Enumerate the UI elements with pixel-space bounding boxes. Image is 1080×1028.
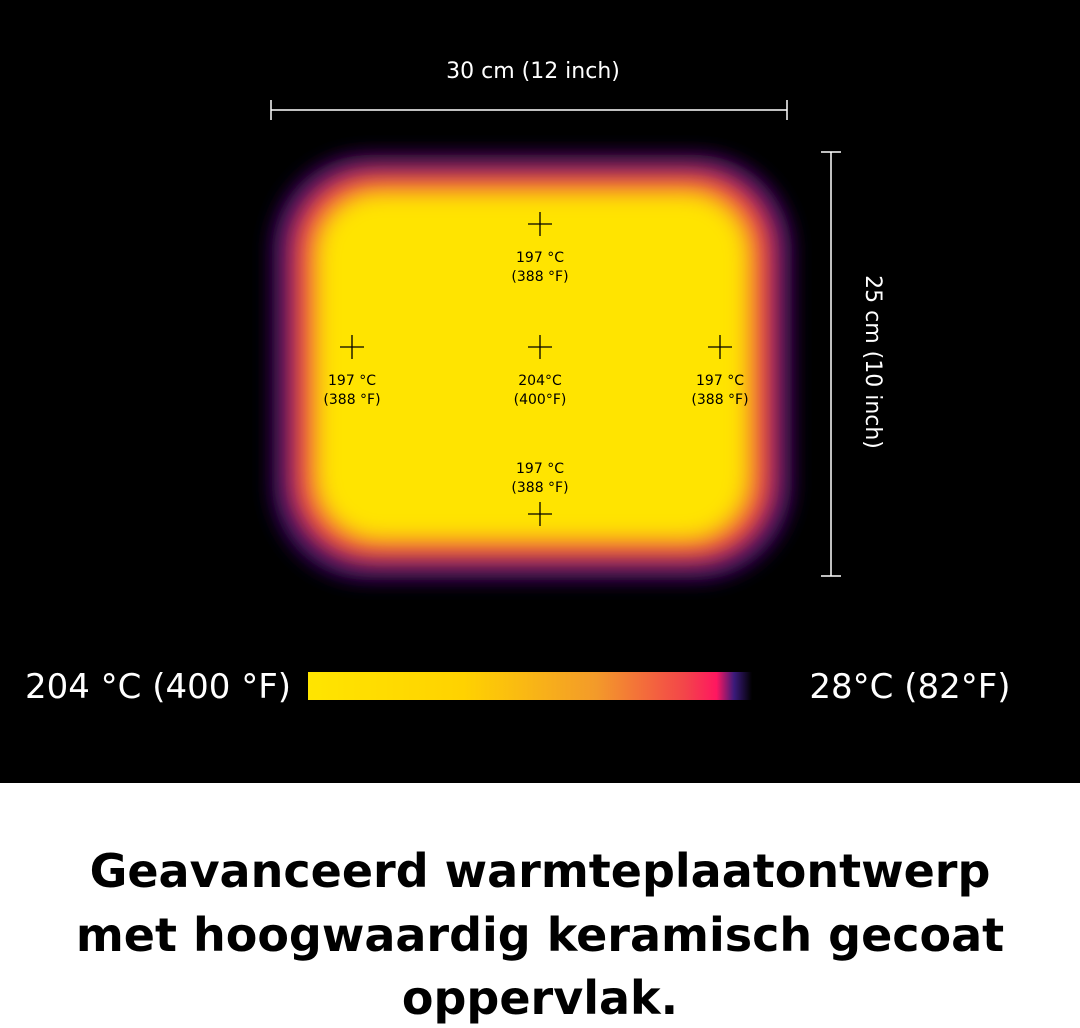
point-temp-c: 197 °C: [696, 373, 744, 389]
dimension-lines: [270, 100, 841, 577]
crosshair: [708, 335, 732, 359]
point-temp-c: 197 °C: [516, 461, 564, 477]
height-label: 25 cm (10 inch): [860, 275, 885, 449]
heat-plate: [272, 155, 792, 580]
caption-line: oppervlak.: [402, 971, 678, 1025]
point-temp-c: 204°C: [518, 373, 562, 389]
point-temp-f: (388 °F): [323, 392, 380, 408]
legend-bar: [308, 672, 752, 700]
caption-line: met hoogwaardig keramisch gecoat: [76, 908, 1004, 962]
point-temp-c: 197 °C: [516, 250, 564, 266]
point-temp-f: (400°F): [514, 392, 567, 408]
point-temp-f: (388 °F): [511, 269, 568, 285]
crosshair: [340, 335, 364, 359]
caption-line: Geavanceerd warmteplaatontwerp: [90, 844, 991, 898]
legend-max: 204 °C (400 °F): [25, 667, 291, 707]
legend-min: 28°C (82°F): [809, 667, 1010, 707]
width-label: 30 cm (12 inch): [446, 59, 620, 84]
crosshair: [528, 335, 552, 359]
crosshair: [528, 502, 552, 526]
point-temp-f: (388 °F): [691, 392, 748, 408]
point-temp-c: 197 °C: [328, 373, 376, 389]
point-temp-f: (388 °F): [511, 480, 568, 496]
crosshair: [528, 212, 552, 236]
